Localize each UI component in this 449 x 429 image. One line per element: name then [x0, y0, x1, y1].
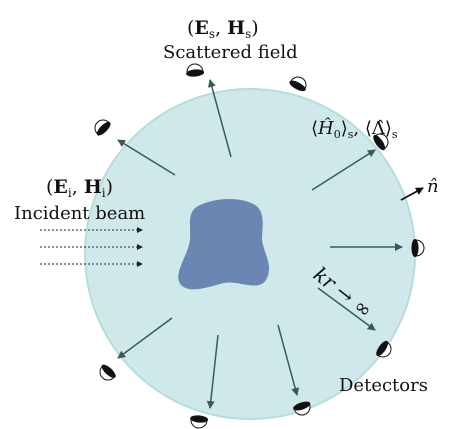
- scattered-arrow-6: [277, 324, 300, 396]
- scattered-arrow-2: [117, 139, 176, 176]
- detector-hemisphere-icon: [99, 364, 116, 381]
- incident-beam-title: Incident beam: [14, 203, 145, 224]
- detector-hemisphere-icon: [186, 63, 205, 77]
- detector-hemisphere-icon: [289, 76, 307, 92]
- detector-hemisphere-icon: [190, 415, 209, 429]
- detector-hemisphere-icon: [376, 340, 392, 358]
- scatterer: [178, 198, 270, 290]
- detector-hemisphere-icon: [373, 133, 389, 151]
- expectation-values-label: ⟨Ĥ0⟩s, ⟨Λ̂⟩s: [311, 116, 398, 141]
- scattered-arrow-8: [117, 317, 173, 359]
- scattered-field-title: Scattered field: [163, 42, 298, 63]
- scattered-arrow-5: [317, 287, 376, 331]
- detectors-label: Detectors: [339, 375, 428, 396]
- scattered-arrows: [117, 79, 403, 409]
- detector-group: [94, 63, 425, 429]
- detector-hemisphere-icon: [411, 239, 425, 257]
- normal-vector-label: n̂: [427, 176, 439, 197]
- scattered-arrow-3: [311, 149, 376, 191]
- detector-hemisphere-icon: [293, 401, 311, 416]
- scattered-arrow-7: [206, 334, 219, 409]
- scattered-arrow-1: [207, 79, 232, 158]
- normal-vector-arrow: [400, 187, 424, 201]
- incident-beam-arrows: [40, 227, 143, 267]
- scattered-field-math: (Es, Hs): [187, 17, 259, 41]
- detector-hemisphere-icon: [94, 119, 111, 136]
